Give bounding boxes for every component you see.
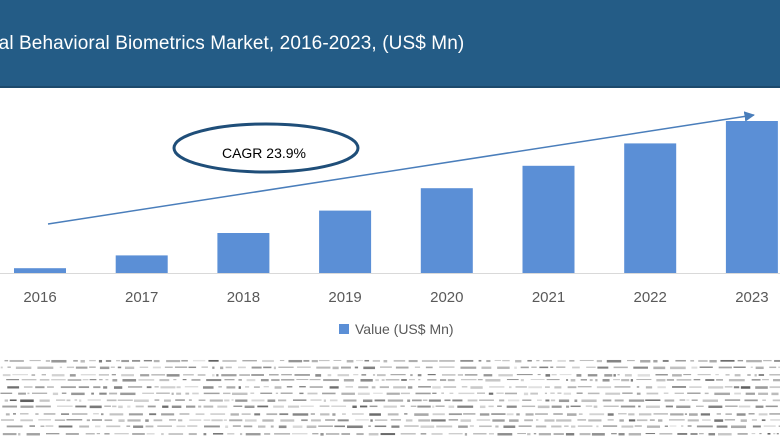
legend: Value (US$ Mn)	[339, 320, 454, 338]
x-tick-label: 2017	[125, 289, 158, 306]
x-tick-label: 2020	[430, 289, 463, 306]
cagr-ellipse	[172, 122, 360, 174]
x-tick-label: 2018	[227, 289, 260, 306]
x-tick-labels: 2016 2017 2018 2019 2020 2021 2022 2023	[23, 289, 768, 306]
trend-arrow	[47, 111, 755, 225]
title-banner: bal Behavioral Biometrics Market, 2016-2…	[0, 0, 780, 88]
bar-2021	[522, 165, 575, 273]
legend-swatch	[339, 324, 349, 334]
bars-group	[14, 121, 778, 273]
scan-noise-texture	[0, 359, 780, 436]
x-tick-label: 2023	[735, 289, 768, 306]
bar-2023	[725, 121, 778, 273]
bar-2016	[14, 268, 66, 273]
x-tick-label: 2016	[23, 289, 56, 306]
cagr-label: CAGR 23.9%	[222, 145, 306, 161]
bar-chart: 2016 2017 2018 2019 2020 2021 2022 2023 CAGR 23…	[0, 111, 780, 306]
bar-2022	[624, 143, 677, 273]
bar-2017	[115, 255, 168, 273]
bar-2020	[420, 188, 473, 273]
x-tick-label: 2019	[328, 289, 361, 306]
x-tick-label: 2021	[532, 289, 565, 306]
chart-title: bal Behavioral Biometrics Market, 2016-2…	[0, 33, 465, 54]
bar-2019	[319, 210, 372, 273]
legend-label: Value (US$ Mn)	[355, 321, 454, 337]
x-tick-label: 2022	[634, 289, 667, 306]
bar-2018	[217, 233, 270, 273]
